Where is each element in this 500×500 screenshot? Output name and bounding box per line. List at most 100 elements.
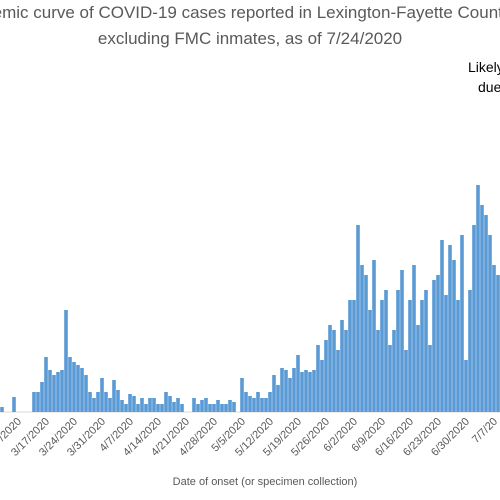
bar <box>284 370 288 412</box>
annotation: Likely <box>468 59 500 75</box>
bar <box>240 378 244 412</box>
bar <box>492 265 496 412</box>
bar <box>300 372 304 412</box>
bar <box>288 378 292 412</box>
bar <box>44 357 48 412</box>
bar <box>444 295 448 412</box>
bar <box>484 215 488 412</box>
bar <box>296 355 300 412</box>
bar <box>408 300 412 412</box>
bar <box>104 392 108 412</box>
bar <box>404 350 408 412</box>
bar <box>172 402 176 412</box>
bar <box>208 404 212 412</box>
bar <box>436 275 440 412</box>
bar <box>324 340 328 412</box>
bar <box>384 290 388 412</box>
bar <box>120 400 124 412</box>
bar <box>132 396 136 412</box>
bar <box>148 398 152 412</box>
x-axis-label: Date of onset (or specimen collection) <box>173 476 358 488</box>
bar <box>392 330 396 412</box>
bar <box>96 392 100 412</box>
bar <box>456 300 460 412</box>
bar <box>88 392 92 412</box>
bar <box>204 398 208 412</box>
bar <box>336 350 340 412</box>
bar <box>256 392 260 412</box>
bar <box>192 398 196 412</box>
bar <box>304 370 308 412</box>
bar <box>224 404 228 412</box>
bar <box>248 396 252 412</box>
bar <box>168 396 172 412</box>
bar <box>448 245 452 412</box>
bar <box>476 185 480 412</box>
chart-title: Epidemic curve of COVID-19 cases reporte… <box>0 3 500 22</box>
bar <box>416 325 420 412</box>
bar <box>124 404 128 412</box>
bar <box>320 360 324 412</box>
annotation: due <box>478 79 500 95</box>
bar <box>76 365 80 412</box>
bar <box>260 398 264 412</box>
bar <box>480 205 484 412</box>
bar <box>328 325 332 412</box>
bar <box>80 368 84 412</box>
bar <box>64 310 68 412</box>
bar <box>244 392 248 412</box>
bar <box>352 300 356 412</box>
bar <box>176 398 180 412</box>
bar <box>280 368 284 412</box>
bar <box>488 235 492 412</box>
bar <box>164 392 168 412</box>
bar <box>452 260 456 412</box>
bar <box>180 404 184 412</box>
bar <box>460 235 464 412</box>
bar <box>112 380 116 412</box>
bar <box>424 290 428 412</box>
bar <box>144 404 148 412</box>
bar <box>252 398 256 412</box>
bar <box>356 225 360 412</box>
bar <box>380 300 384 412</box>
bar <box>276 385 280 412</box>
bar <box>376 330 380 412</box>
bar <box>312 370 316 412</box>
bar <box>84 375 88 412</box>
bar <box>292 368 296 412</box>
bar <box>316 345 320 412</box>
bar <box>220 404 224 412</box>
bar <box>52 375 56 412</box>
bar <box>100 378 104 412</box>
bar <box>0 407 4 412</box>
bar <box>396 290 400 412</box>
bar <box>420 300 424 412</box>
bar <box>348 300 352 412</box>
bar <box>388 345 392 412</box>
bar <box>140 398 144 412</box>
bar <box>12 397 16 412</box>
bar <box>428 345 432 412</box>
bar <box>268 392 272 412</box>
bar <box>468 290 472 412</box>
bar <box>332 330 336 412</box>
bar <box>368 310 372 412</box>
bar <box>212 404 216 412</box>
bar <box>432 280 436 412</box>
bar <box>68 357 72 412</box>
bar <box>48 370 52 412</box>
bar <box>264 398 268 412</box>
bar <box>60 370 64 412</box>
bar <box>308 372 312 412</box>
chart-subtitle: excluding FMC inmates, as of 7/24/2020 <box>98 29 402 48</box>
bar <box>56 372 60 412</box>
bar <box>272 375 276 412</box>
bar <box>136 404 140 412</box>
bar <box>128 394 132 412</box>
bar <box>344 330 348 412</box>
bar <box>40 382 44 412</box>
bar <box>464 360 468 412</box>
bar <box>32 392 36 412</box>
